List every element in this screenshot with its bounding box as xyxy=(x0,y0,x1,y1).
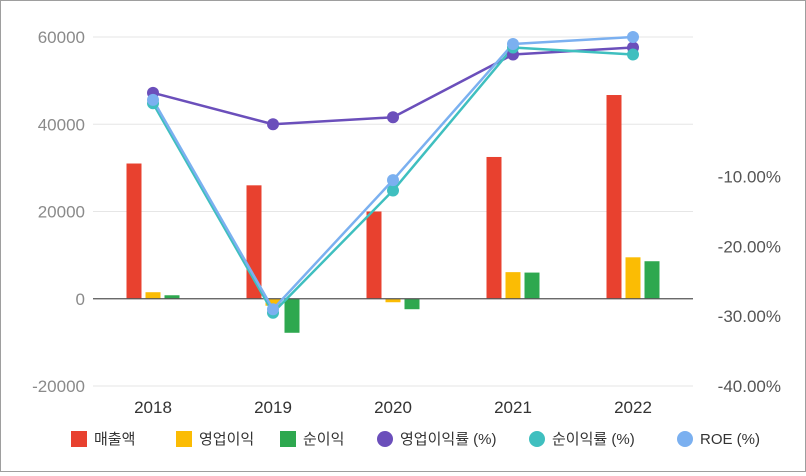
x-tick-label: 2018 xyxy=(134,398,172,417)
gridlines xyxy=(93,36,693,387)
x-tick-label: 2019 xyxy=(254,398,292,417)
left-tick-label: 40000 xyxy=(38,115,85,134)
line-point xyxy=(147,93,159,106)
bar xyxy=(164,295,180,299)
legend-label: 매출액 xyxy=(94,431,135,448)
bar xyxy=(505,272,521,299)
bar xyxy=(404,298,420,310)
legend-label: ROE (%) xyxy=(700,431,760,448)
line-point xyxy=(627,31,639,43)
bar xyxy=(625,257,641,299)
legend-label: 영업이익률 (%) xyxy=(400,431,497,448)
bar xyxy=(606,95,622,299)
x-tick-label: 2020 xyxy=(374,398,412,417)
line-point xyxy=(387,184,399,197)
left-tick-label: 20000 xyxy=(38,203,85,222)
right-tick-label: -20.00% xyxy=(718,237,781,256)
right-axis-ticks: -10.00% -20.00% -30.00% -40.00% xyxy=(718,168,781,396)
bar xyxy=(126,163,142,299)
bar xyxy=(644,261,660,299)
line-point xyxy=(387,174,399,187)
line-point xyxy=(507,37,519,50)
bar xyxy=(145,292,161,299)
bar xyxy=(385,298,401,303)
x-tick-label: 2021 xyxy=(494,398,532,417)
legend-label: 순이익 xyxy=(303,431,344,448)
right-tick-label: -10.00% xyxy=(718,168,781,187)
line-point xyxy=(387,111,399,124)
bar xyxy=(284,298,300,333)
legend-swatch xyxy=(677,431,693,447)
left-tick-label: 60000 xyxy=(38,28,85,47)
bar xyxy=(366,211,382,299)
legend-swatch xyxy=(377,431,393,447)
legend: 매출액 영업이익 순이익 영업이익률 (%) 순이익률 (%) ROE (%) xyxy=(71,431,760,448)
line-point xyxy=(267,118,279,131)
left-tick-label: 0 xyxy=(76,290,85,309)
x-tick-label: 2022 xyxy=(614,398,652,417)
bar xyxy=(486,156,502,299)
right-tick-label: -40.00% xyxy=(718,377,781,396)
right-tick-label: -30.00% xyxy=(718,307,781,326)
legend-swatch xyxy=(280,431,296,447)
line-point xyxy=(627,48,639,61)
bar xyxy=(265,298,281,306)
line-point xyxy=(267,303,279,316)
line-series xyxy=(147,31,639,319)
bar-series xyxy=(126,95,660,333)
legend-swatch xyxy=(529,431,545,447)
legend-swatch xyxy=(71,431,87,447)
legend-label: 영업이익 xyxy=(199,431,254,448)
left-tick-label: -20000 xyxy=(32,377,85,396)
left-axis-ticks: 60000 40000 20000 0 -20000 xyxy=(32,28,85,396)
legend-swatch xyxy=(176,431,192,447)
legend-label: 순이익률 (%) xyxy=(552,431,635,448)
bar xyxy=(524,272,540,299)
x-axis-ticks: 2018 2019 2020 2021 2022 xyxy=(134,398,652,417)
series-line xyxy=(151,35,634,311)
